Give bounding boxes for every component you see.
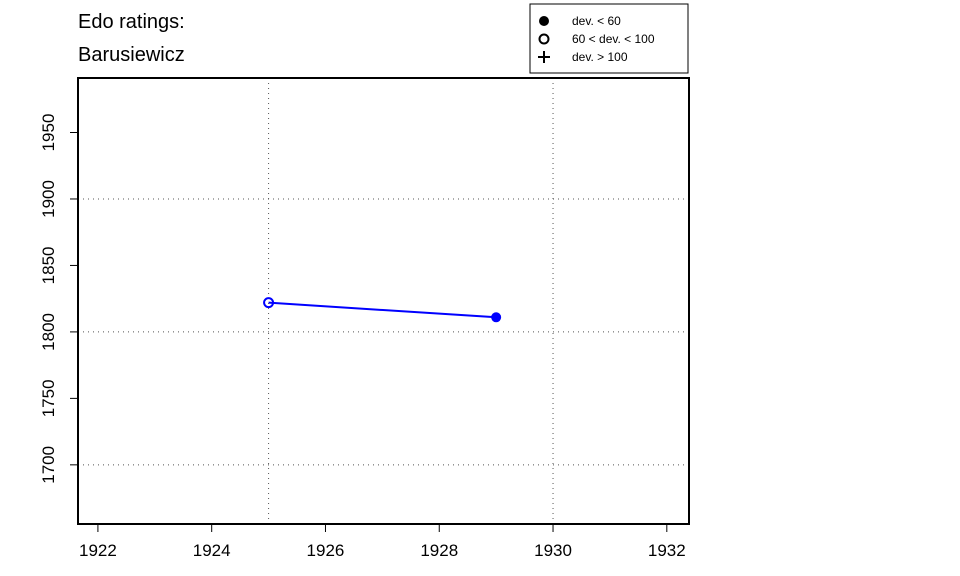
plot-frame: [77, 77, 690, 525]
data-point: [491, 312, 502, 323]
legend-label: 60 < dev. < 100: [572, 32, 655, 46]
y-tick-label: 1850: [39, 247, 58, 285]
legend-filled-circle-icon: [539, 16, 549, 26]
data-point: [263, 297, 275, 309]
chart-title-line-1: Edo ratings:: [78, 11, 185, 33]
legend-label: dev. < 60: [572, 14, 621, 28]
legend-plus-icon: [538, 51, 550, 63]
y-tick-label: 1800: [39, 313, 58, 351]
legend: dev. < 60 60 < dev. < 100 dev. > 100: [529, 3, 689, 74]
y-tick-label: 1700: [39, 446, 58, 484]
y-tick-label: 1950: [39, 114, 58, 152]
legend-box: [529, 3, 689, 74]
x-tick-label: 1930: [534, 541, 572, 560]
y-tick-label: 1750: [39, 379, 58, 417]
y-axis: 1700 1750 1800 1850 1900 1950: [39, 114, 78, 484]
series: [263, 297, 502, 323]
series-line: [268, 301, 497, 319]
chart-title-line-2: Barusiewicz: [78, 44, 185, 66]
x-axis: 1922 1924 1926 1928 1930 1932: [79, 524, 686, 560]
y-tick-label: 1900: [39, 180, 58, 218]
legend-open-circle-icon: [538, 33, 550, 45]
legend-label: dev. > 100: [572, 50, 628, 64]
grid: [78, 78, 689, 524]
x-tick-label: 1932: [648, 541, 686, 560]
x-tick-label: 1928: [420, 541, 458, 560]
x-tick-label: 1926: [307, 541, 345, 560]
x-tick-label: 1924: [193, 541, 231, 560]
x-tick-label: 1922: [79, 541, 117, 560]
